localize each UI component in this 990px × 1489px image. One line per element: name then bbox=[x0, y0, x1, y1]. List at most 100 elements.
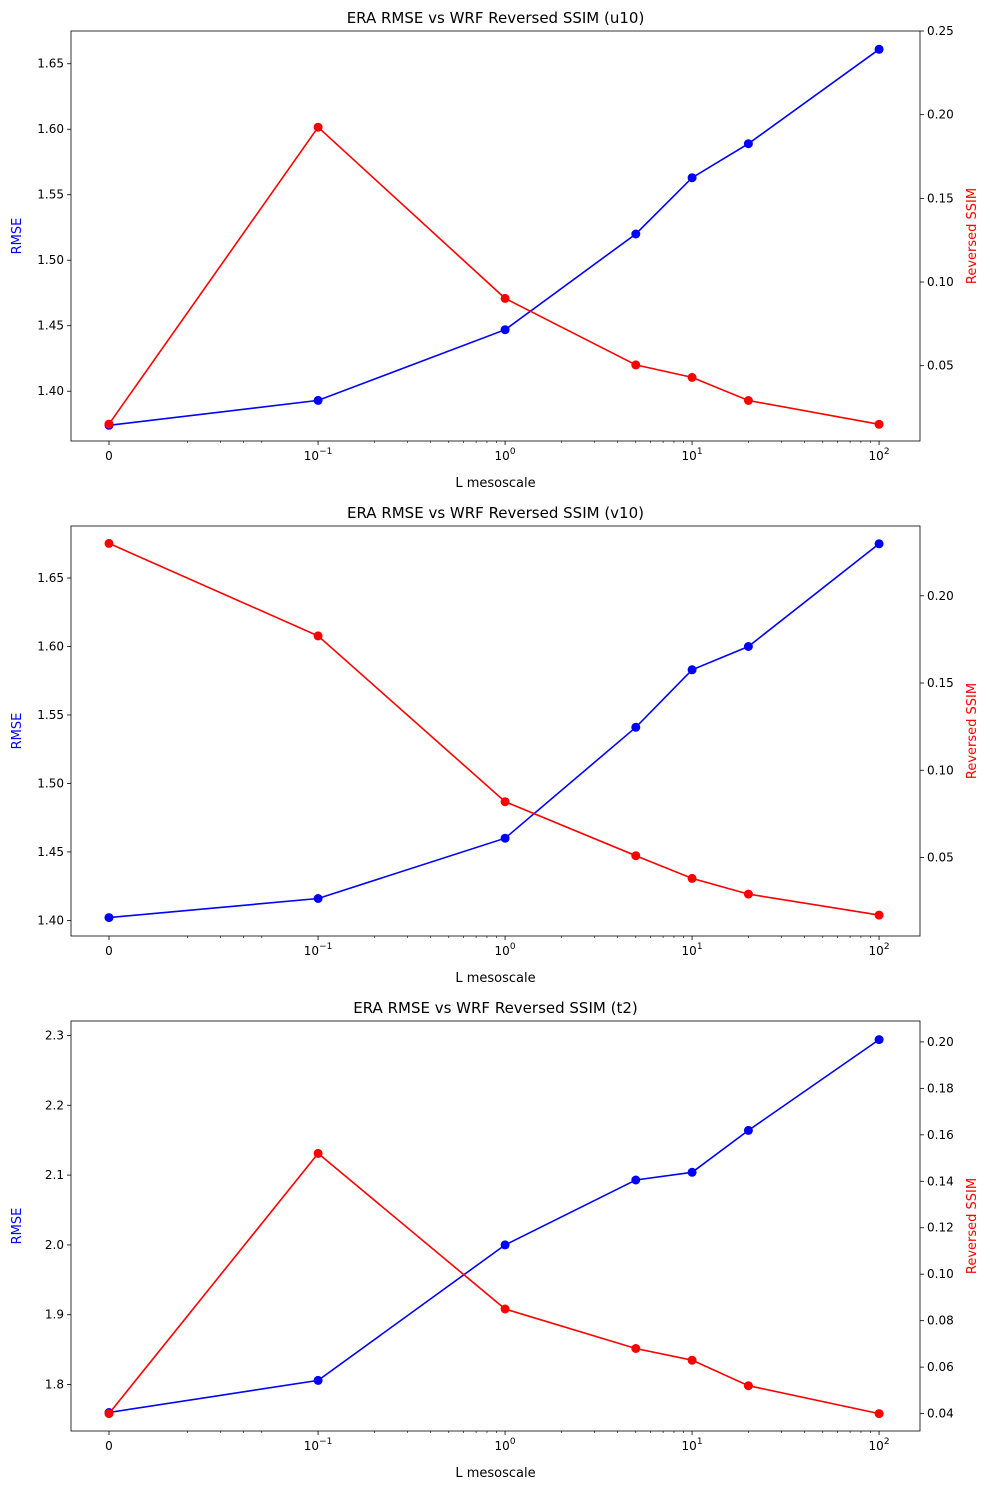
left-y-tick-label: 1.40 bbox=[37, 384, 64, 398]
left-y-tick-label: 1.55 bbox=[37, 188, 64, 202]
reversed-ssim-series-line bbox=[108, 542, 880, 916]
right-y-tick-label: 0.15 bbox=[927, 676, 954, 690]
x-tick-base: 10 bbox=[682, 944, 697, 958]
x-tick-label: 10−1 bbox=[304, 447, 333, 463]
reversed-ssim-point bbox=[104, 538, 114, 548]
x-tick-exponent: 2 bbox=[884, 447, 890, 457]
rmse-point bbox=[743, 139, 753, 149]
x-tick-base: 10 bbox=[304, 1439, 319, 1453]
x-tick-base: 0 bbox=[105, 944, 113, 958]
rmse-point bbox=[500, 1240, 510, 1250]
chart-panel-v10: ERA RMSE vs WRF Reversed SSIM (v10)0 10−1… bbox=[10, 504, 980, 986]
rmse-point bbox=[104, 913, 114, 923]
x-tick-exponent: 0 bbox=[510, 447, 516, 457]
reversed-ssim-series-line bbox=[108, 125, 880, 426]
rmse-point bbox=[743, 642, 753, 651]
reversed-ssim-point bbox=[631, 1344, 641, 1353]
right-y-axis-label: Reversed SSIM bbox=[965, 188, 980, 284]
reversed-ssim-point bbox=[631, 360, 641, 370]
chart-panel-u10: ERA RMSE vs WRF Reversed SSIM (u10)0 10−1… bbox=[10, 9, 980, 491]
rmse-point bbox=[687, 173, 697, 183]
chart-panel-t2: ERA RMSE vs WRF Reversed SSIM (t2)0 10−1 1… bbox=[10, 999, 980, 1481]
reversed-ssim-point bbox=[743, 889, 753, 899]
x-tick-label: 0 bbox=[105, 449, 113, 463]
x-tick-base: 0 bbox=[105, 449, 113, 463]
reversed-ssim-point bbox=[313, 1148, 323, 1158]
x-tick-exponent: −1 bbox=[319, 447, 332, 457]
rmse-point bbox=[743, 1125, 753, 1135]
left-y-tick-label: 2.0 bbox=[45, 1238, 64, 1252]
reversed-ssim-point bbox=[743, 396, 753, 405]
right-y-tick-label: 0.12 bbox=[927, 1221, 954, 1235]
x-tick-exponent: −1 bbox=[319, 1437, 332, 1447]
right-y-tick-label: 0.20 bbox=[927, 108, 954, 122]
reversed-ssim-point bbox=[104, 419, 114, 429]
reversed-ssim-point bbox=[874, 910, 884, 920]
chart-title: ERA RMSE vs WRF Reversed SSIM (u10) bbox=[347, 9, 645, 27]
x-tick-label: 0 bbox=[105, 944, 113, 958]
right-y-tick-label: 0.10 bbox=[927, 1267, 954, 1281]
x-tick-base: 10 bbox=[869, 944, 884, 958]
left-y-tick-label: 1.45 bbox=[37, 319, 64, 333]
reversed-ssim-point bbox=[500, 797, 510, 807]
x-tick-label: 10−1 bbox=[304, 1437, 333, 1453]
x-tick-base: 10 bbox=[495, 944, 510, 958]
x-tick-label: 100 bbox=[495, 1437, 516, 1453]
chart-title: ERA RMSE vs WRF Reversed SSIM (t2) bbox=[353, 999, 637, 1017]
right-y-axis-label: Reversed SSIM bbox=[965, 683, 980, 779]
right-y-tick-label: 0.20 bbox=[927, 589, 954, 603]
left-y-axis-label: RMSE bbox=[10, 218, 25, 255]
left-y-tick-label: 1.65 bbox=[37, 571, 64, 585]
right-y-tick-label: 0.20 bbox=[927, 1035, 954, 1049]
reversed-ssim-point bbox=[500, 1304, 510, 1314]
right-y-tick-label: 0.16 bbox=[927, 1128, 954, 1142]
x-tick-label: 102 bbox=[869, 447, 890, 463]
left-y-axis-label: RMSE bbox=[10, 1208, 25, 1245]
right-y-tick-label: 0.25 bbox=[927, 24, 954, 38]
rmse-point bbox=[631, 722, 641, 732]
plot-frame bbox=[70, 30, 921, 442]
left-y-tick-label: 2.3 bbox=[45, 1028, 64, 1042]
left-y-tick-label: 1.40 bbox=[37, 913, 64, 927]
x-tick-exponent: 0 bbox=[510, 942, 516, 952]
rmse-point bbox=[687, 665, 697, 675]
left-y-axis-label: RMSE bbox=[10, 713, 25, 750]
rmse-series-line bbox=[108, 1038, 880, 1414]
right-y-tick-label: 0.10 bbox=[927, 275, 954, 289]
reversed-ssim-point bbox=[313, 631, 323, 641]
plot-frame bbox=[70, 1020, 921, 1432]
x-tick-label: 101 bbox=[682, 447, 703, 463]
reversed-ssim-point bbox=[874, 1409, 884, 1419]
reversed-ssim-point bbox=[743, 1381, 753, 1391]
reversed-ssim-point bbox=[631, 851, 641, 861]
left-y-tick-label: 1.60 bbox=[37, 640, 64, 654]
x-tick-exponent: 2 bbox=[884, 1437, 890, 1447]
chart-title: ERA RMSE vs WRF Reversed SSIM (v10) bbox=[347, 504, 644, 522]
x-tick-exponent: 2 bbox=[884, 942, 890, 952]
x-tick-label: 0 bbox=[105, 1439, 113, 1453]
x-tick-base: 10 bbox=[304, 449, 319, 463]
x-tick-exponent: 1 bbox=[697, 1437, 703, 1447]
left-y-tick-label: 2.1 bbox=[45, 1168, 64, 1182]
x-tick-base: 0 bbox=[105, 1439, 113, 1453]
x-tick-base: 10 bbox=[869, 1439, 884, 1453]
rmse-point bbox=[500, 833, 510, 843]
x-tick-label: 101 bbox=[682, 942, 703, 958]
left-y-tick-label: 1.50 bbox=[37, 776, 64, 790]
left-y-tick-label: 1.8 bbox=[45, 1378, 64, 1392]
reversed-ssim-point bbox=[687, 873, 697, 883]
x-tick-label: 100 bbox=[495, 942, 516, 958]
reversed-ssim-point bbox=[500, 293, 510, 303]
rmse-point bbox=[500, 325, 510, 335]
right-y-tick-label: 0.04 bbox=[927, 1407, 954, 1421]
left-y-tick-label: 1.60 bbox=[37, 122, 64, 136]
x-axis-label: L mesoscale bbox=[455, 1466, 535, 1481]
x-tick-base: 10 bbox=[682, 449, 697, 463]
x-tick-base: 10 bbox=[304, 944, 319, 958]
rmse-point bbox=[313, 395, 323, 405]
right-y-axis-label: Reversed SSIM bbox=[965, 1178, 980, 1274]
reversed-ssim-point bbox=[687, 372, 697, 382]
left-y-tick-label: 1.50 bbox=[37, 253, 64, 267]
reversed-ssim-point bbox=[687, 1355, 697, 1365]
